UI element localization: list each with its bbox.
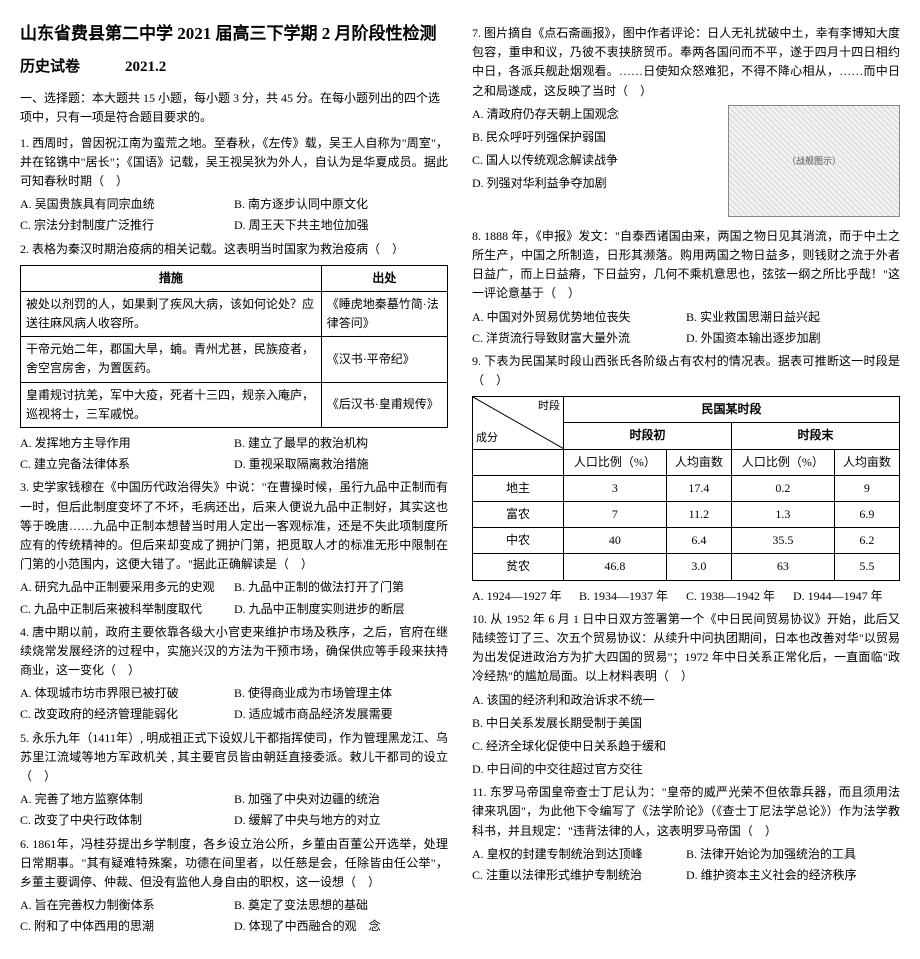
q9-sub1: 人口比例（%）	[564, 449, 667, 475]
q6-options: A. 旨在完善权力制衡体系 B. 奠定了变法思想的基础	[20, 896, 448, 915]
q2-r3c2: 《后汉书·皇甫规传》	[321, 382, 447, 427]
q11-opt-a: A. 皇权的封建专制统治到达顶峰	[472, 845, 686, 864]
q9-sub2: 人均亩数	[666, 449, 731, 475]
q2-r2c2: 《汉书·平帝纪》	[321, 337, 447, 382]
q2-r3c1: 皇甫规讨抗羌，军中大疫，死者十三四，规亲入庵庐，巡视将士，三军戚悦。	[21, 382, 322, 427]
q11-stem: 11. 东罗马帝国皇帝查士丁尼认为："皇帝的威严光荣不但依靠兵器，而且须用法律来…	[472, 783, 900, 841]
q9-h2: 时段末	[731, 423, 899, 449]
q3-options: A. 研究九品中正制要采用多元的史观 B. 九品中正制的做法打开了门第	[20, 578, 448, 597]
exam-title: 山东省费县第二中学 2021 届高三下学期 2 月阶段性检测	[20, 20, 448, 47]
q9-opt-c: C. 1938—1942 年	[686, 587, 793, 606]
q2-stem: 2. 表格为秦汉时期治疫病的相关记载。这表明当时国家为救治疫病（ ）	[20, 240, 448, 259]
exam-subtitle: 历史试卷 2021.2	[20, 55, 448, 79]
q6-opt-a: A. 旨在完善权力制衡体系	[20, 896, 234, 915]
q10-opt-b: B. 中日关系发展长期受制于美国	[472, 714, 900, 733]
q2-opt-c: C. 建立完备法律体系	[20, 455, 234, 474]
q1-opt-c: C. 宗法分封制度广泛推行	[20, 216, 234, 235]
q2-opt-d: D. 重视采取隔离救治措施	[234, 455, 448, 474]
q1-stem: 1. 西周时，曾因祝江南为蛮荒之地。至春秋，《左传》载，吴王人自称为"周室"，并…	[20, 134, 448, 192]
q9-sub4: 人均亩数	[834, 449, 899, 475]
q4-opt-b: B. 使得商业成为市场管理主体	[234, 684, 448, 703]
q4-opt-c: C. 改变政府的经济管理能弱化	[20, 705, 234, 724]
q5-opt-d: D. 缓解了中央与地方的对立	[234, 811, 448, 830]
q11-opt-d: D. 维护资本主义社会的经济秩序	[686, 866, 900, 885]
q10-opt-c: C. 经济全球化促使中日关系趋于缓和	[472, 737, 900, 756]
q3-stem: 3. 史学家钱穆在《中国历代政治得失》中说："在曹操时候，虽行九品中正制而有一时…	[20, 478, 448, 574]
q10-opt-a: A. 该国的经济利和政治诉求不统一	[472, 691, 900, 710]
q9-h1: 时段初	[564, 423, 732, 449]
q2-r1c1: 被处以剂罚的人，如果剩了疾风大病，该如何论处？应送往麻风病人收容所。	[21, 291, 322, 336]
q6-opt-d: D. 体现了中西融合的观 念	[234, 917, 448, 936]
q9-opt-b: B. 1934—1937 年	[579, 587, 686, 606]
q1-opt-b: B. 南方逐步认同中原文化	[234, 195, 448, 214]
q7-block: 7. 图片摘自《点石斋画报》，图中作者评论：日人无礼扰破中土，幸有李博知大度包容…	[472, 24, 900, 223]
q10-opt-d: D. 中日间的中交往超过官方交往	[472, 760, 900, 779]
q11-options: A. 皇权的封建专制统治到达顶峰 B. 法律开始论为加强统治的工具	[472, 845, 900, 864]
q3-opt-c: C. 九品中正制后来被科举制度取代	[20, 600, 234, 619]
q2-opt-b: B. 建立了最早的救治机构	[234, 434, 448, 453]
q9-options: A. 1924—1927 年 B. 1934—1937 年 C. 1938—19…	[472, 587, 900, 606]
q8-stem: 8. 1888 年，《申报》发文："自泰西诸国由来，两国之物日见其消流，而于中土…	[472, 227, 900, 304]
q2-options: A. 发挥地方主导作用 B. 建立了最早的救治机构	[20, 434, 448, 453]
q2-th2: 出处	[321, 265, 447, 291]
q9-stem: 9. 下表为民国某时段山西张氏各阶级占有农村的情况表。据表可推断这一时段是（ ）	[472, 352, 900, 390]
q3-opt-a: A. 研究九品中正制要采用多元的史观	[20, 578, 234, 597]
q1-opt-d: D. 周王天下共主地位加强	[234, 216, 448, 235]
q4-opt-d: D. 适应城市商品经济发展需要	[234, 705, 448, 724]
q2-r1c2: 《睡虎地秦墓竹简·法律答问》	[321, 291, 447, 336]
q3-opt-d: D. 九品中正制度实则进步的断层	[234, 600, 448, 619]
q2-table: 措施 出处 被处以剂罚的人，如果剩了疾风大病，该如何论处？应送往麻风病人收容所。…	[20, 265, 448, 428]
section-intro: 一、选择题：本大题共 15 小题，每小题 3 分，共 45 分。在每小题列出的四…	[20, 89, 448, 127]
q7-image: （战舰图示）	[728, 105, 900, 217]
q9-diag: 时段 成分	[473, 397, 564, 449]
q8-opt-a: A. 中国对外贸易优势地位丧失	[472, 308, 686, 327]
q7-stem: 7. 图片摘自《点石斋画报》，图中作者评论：日人无礼扰破中土，幸有李博知大度包容…	[472, 24, 900, 101]
q6-opt-b: B. 奠定了变法思想的基础	[234, 896, 448, 915]
q5-opt-a: A. 完善了地方监察体制	[20, 790, 234, 809]
q8-options: A. 中国对外贸易优势地位丧失 B. 实业救国思潮日益兴起	[472, 308, 900, 327]
q1-opt-a: A. 吴国贵族具有同宗血统	[20, 195, 234, 214]
q6-opt-c: C. 附和了中体西用的思潮	[20, 917, 234, 936]
q2-th1: 措施	[21, 265, 322, 291]
q5-opt-c: C. 改变了中央行政体制	[20, 811, 234, 830]
q9-opt-d: D. 1944—1947 年	[793, 587, 900, 606]
q8-opt-c: C. 洋货流行导致财富大量外流	[472, 329, 686, 348]
q3-opt-b: B. 九品中正制的做法打开了门第	[234, 578, 448, 597]
right-column: 7. 图片摘自《点石斋画报》，图中作者评论：日人无礼扰破中土，幸有李博知大度包容…	[472, 20, 900, 939]
q9-opt-a: A. 1924—1927 年	[472, 587, 579, 606]
q4-stem: 4. 唐中期以前，政府主要依靠各级大小官吏来维护市场及秩序，之后，官府在继续烧常…	[20, 623, 448, 681]
q1-options: A. 吴国贵族具有同宗血统 B. 南方逐步认同中原文化	[20, 195, 448, 214]
q4-opt-a: A. 体现城市坊市界限已被打破	[20, 684, 234, 703]
q6-stem: 6. 1861年，冯桂芬提出乡学制度，各乡设立治公所，乡董由百董公开选举，处理日…	[20, 835, 448, 893]
q9-table: 时段 成分 民国某时段 时段初 时段末 人口比例（%） 人均亩数 人口比例（%）…	[472, 396, 900, 580]
q5-opt-b: B. 加强了中央对边疆的统治	[234, 790, 448, 809]
q8-opt-b: B. 实业救国思潮日益兴起	[686, 308, 900, 327]
q4-options: A. 体现城市坊市界限已被打破 B. 使得商业成为市场管理主体	[20, 684, 448, 703]
q5-options: A. 完善了地方监察体制 B. 加强了中央对边疆的统治	[20, 790, 448, 809]
left-column: 山东省费县第二中学 2021 届高三下学期 2 月阶段性检测 历史试卷 2021…	[20, 20, 448, 939]
q2-r2c1: 干帝元始二年，郡国大旱，蝻。青州尤甚，民族疫者，舍空宫房舍，为置医药。	[21, 337, 322, 382]
q9-top: 民国某时段	[564, 397, 900, 423]
q5-stem: 5. 永乐九年（1411年）, 明成祖正式下设奴儿干都指挥使司，作为管理黑龙江、…	[20, 729, 448, 787]
q2-opt-a: A. 发挥地方主导作用	[20, 434, 234, 453]
q10-stem: 10. 从 1952 年 6 月 1 日中日双方签署第一个《中日民间贸易协议》开…	[472, 610, 900, 687]
q9-sub3: 人口比例（%）	[731, 449, 834, 475]
q7-image-caption: （战舰图示）	[787, 154, 841, 168]
q11-opt-c: C. 注重以法律形式维护专制统治	[472, 866, 686, 885]
q8-opt-d: D. 外国资本输出逐步加剧	[686, 329, 900, 348]
q11-opt-b: B. 法律开始论为加强统治的工具	[686, 845, 900, 864]
